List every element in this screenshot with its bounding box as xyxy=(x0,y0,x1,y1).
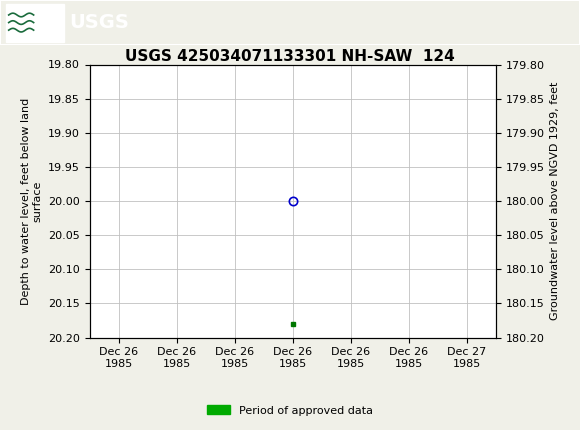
Text: USGS: USGS xyxy=(70,13,129,32)
Bar xyxy=(6,3,64,42)
Y-axis label: Depth to water level, feet below land
surface: Depth to water level, feet below land su… xyxy=(21,98,43,304)
Legend: Period of approved data: Period of approved data xyxy=(203,401,377,420)
Text: USGS 425034071133301 NH-SAW  124: USGS 425034071133301 NH-SAW 124 xyxy=(125,49,455,64)
Y-axis label: Groundwater level above NGVD 1929, feet: Groundwater level above NGVD 1929, feet xyxy=(550,82,560,320)
